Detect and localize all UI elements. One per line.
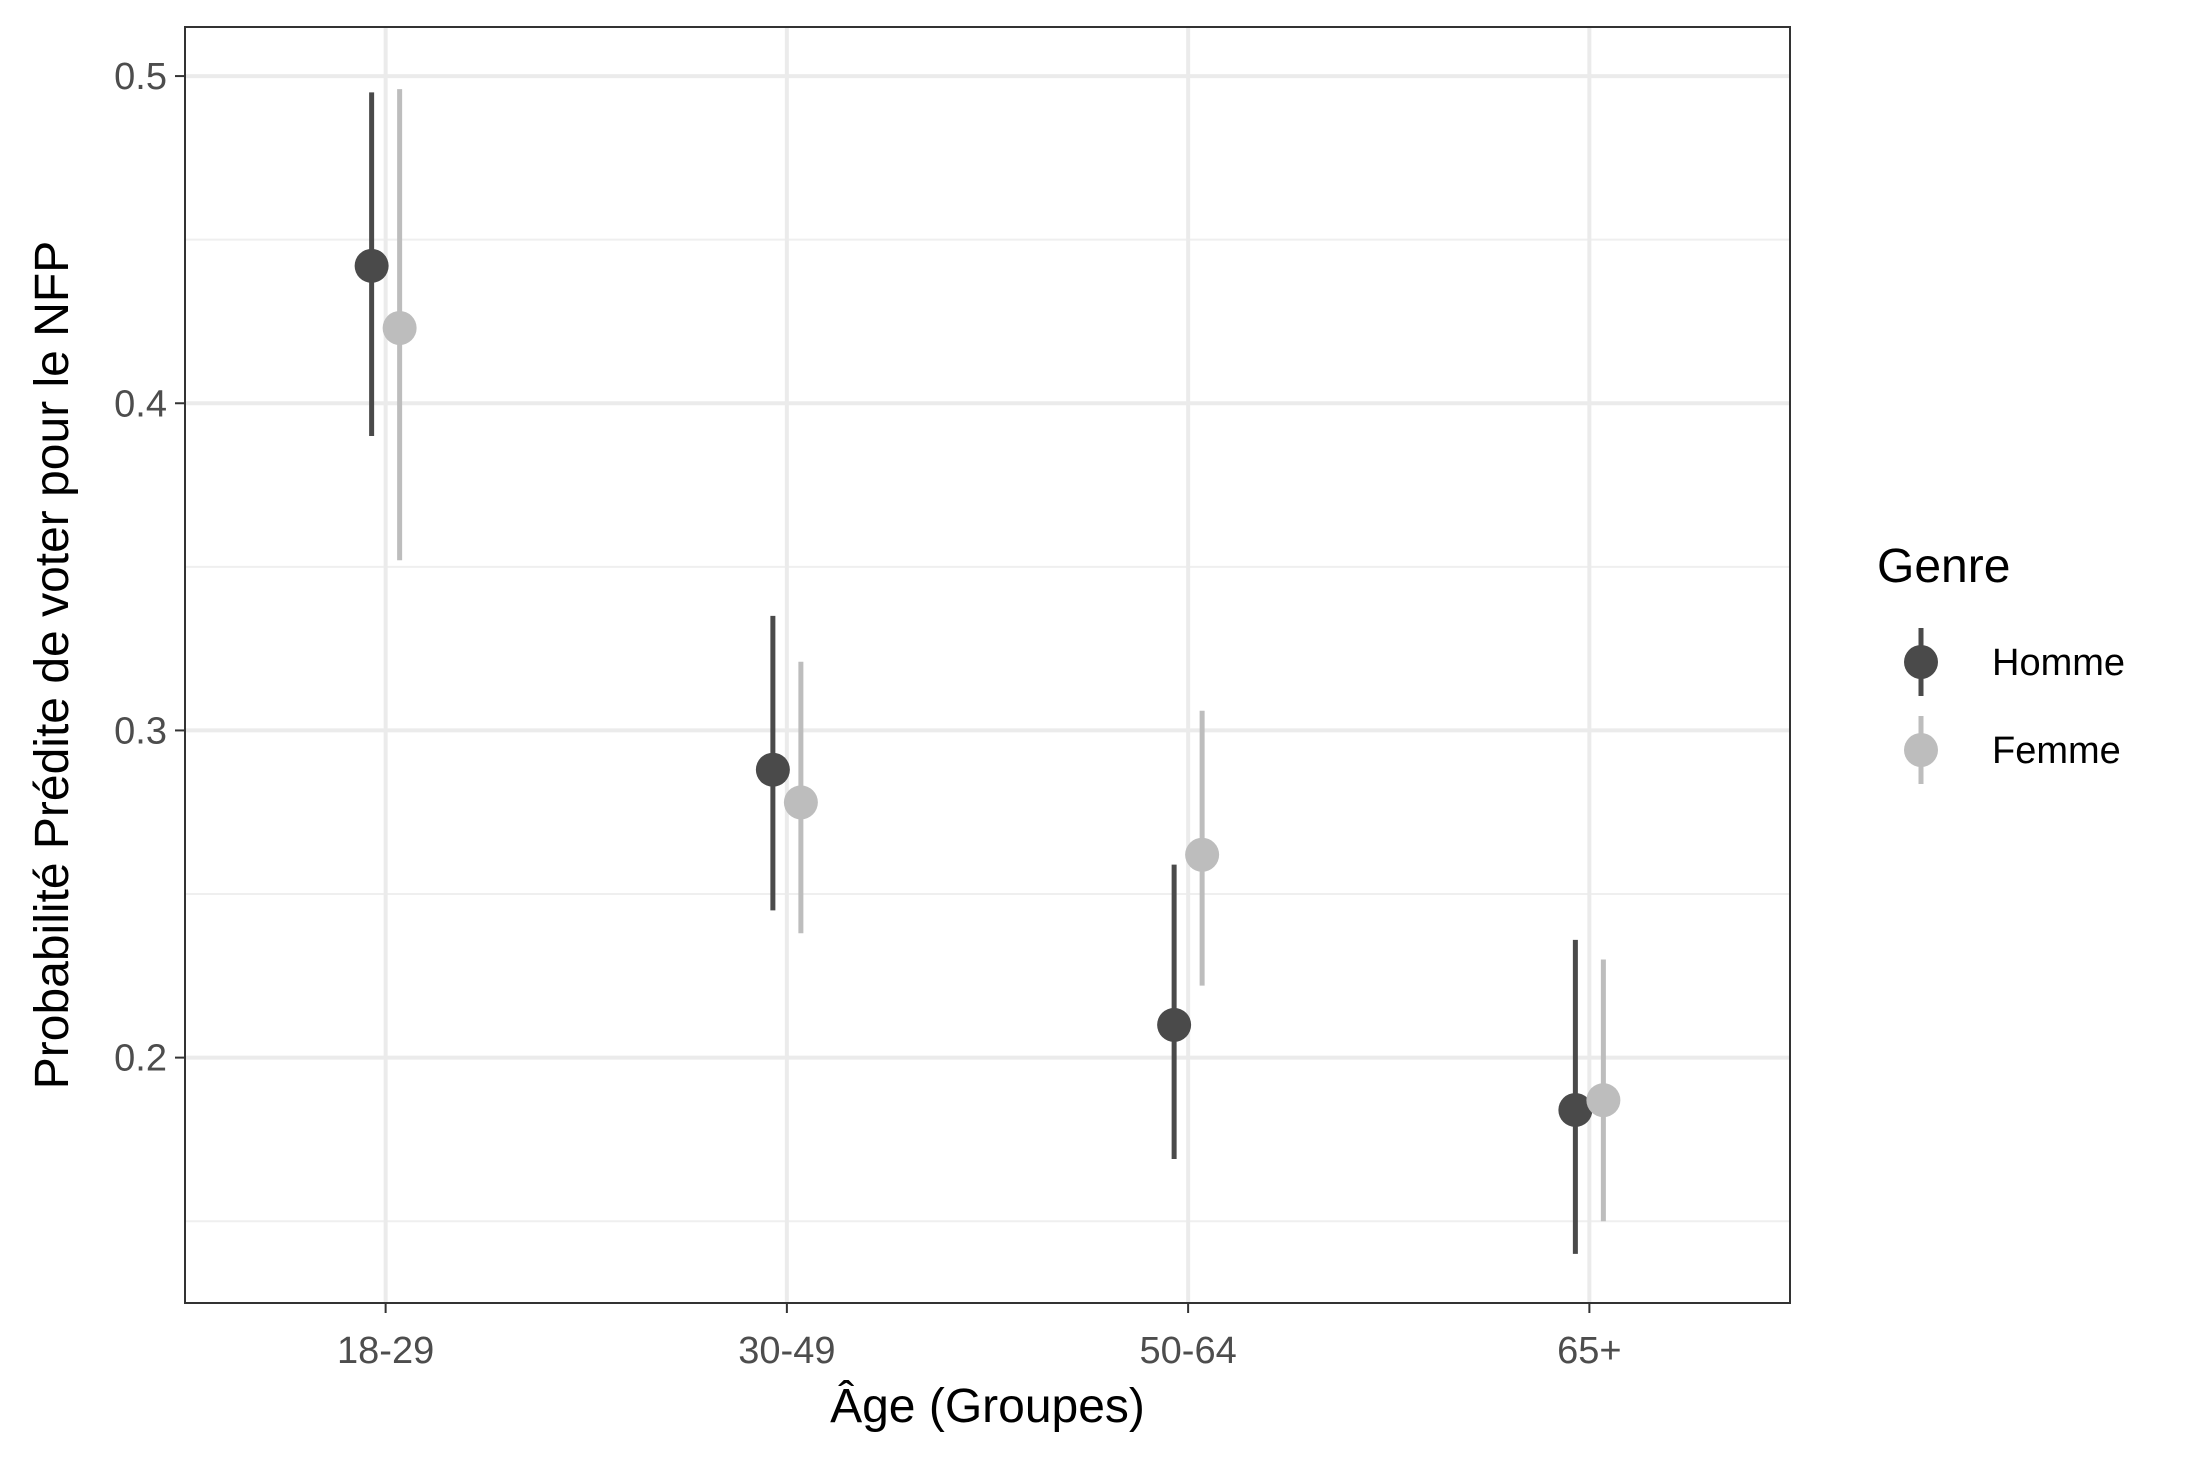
y-axis-title: Probabilité Prédite de voter pour le NFP: [26, 241, 79, 1089]
legend-label: Homme: [1992, 642, 2125, 684]
series-femme: [382, 89, 1621, 1222]
minor-gridlines: [185, 238, 1790, 1223]
x-tick-label: 65+: [1557, 1330, 1621, 1372]
data-point: [1185, 837, 1220, 872]
data-point: [755, 752, 790, 787]
x-tick-label: 30-49: [738, 1330, 835, 1372]
legend-key-point: [1904, 645, 1938, 679]
data-point: [382, 311, 417, 346]
plot-panel-background: [185, 27, 1790, 1303]
data-point: [1157, 1007, 1192, 1042]
x-tick-label: 18-29: [337, 1330, 434, 1372]
series-homme: [354, 92, 1593, 1254]
y-tick-label: 0.4: [114, 383, 167, 425]
legend-title: Genre: [1877, 540, 2010, 593]
series-layer: [354, 89, 1621, 1254]
x-axis-title: Âge (Groupes): [830, 1380, 1145, 1433]
legend-item-homme: Homme: [1904, 628, 2125, 696]
y-tick-label: 0.3: [114, 710, 167, 752]
plot-panel-border: [184, 26, 1791, 1304]
data-point: [354, 248, 389, 283]
legend-item-femme: Femme: [1904, 716, 2121, 784]
data-point: [1558, 1092, 1593, 1127]
major-gridlines: [185, 27, 1790, 1303]
data-point: [783, 785, 818, 820]
legend-key-point: [1904, 733, 1938, 767]
panel-border: [184, 26, 1791, 1304]
x-tick-label: 50-64: [1140, 1330, 1237, 1372]
legend: Genre Homme Femme: [1877, 540, 2125, 784]
data-point: [1586, 1083, 1621, 1118]
plot-panel: [185, 27, 1790, 1303]
y-axis-ticks: 0.2 0.3 0.4 0.5: [114, 56, 185, 1080]
y-tick-label: 0.5: [114, 56, 167, 98]
legend-label: Femme: [1992, 730, 2121, 772]
y-tick-label: 0.2: [114, 1038, 167, 1080]
x-axis-ticks: 18-29 30-49 50-64 65+: [337, 1303, 1622, 1372]
legend-items: Homme Femme: [1904, 628, 2125, 784]
